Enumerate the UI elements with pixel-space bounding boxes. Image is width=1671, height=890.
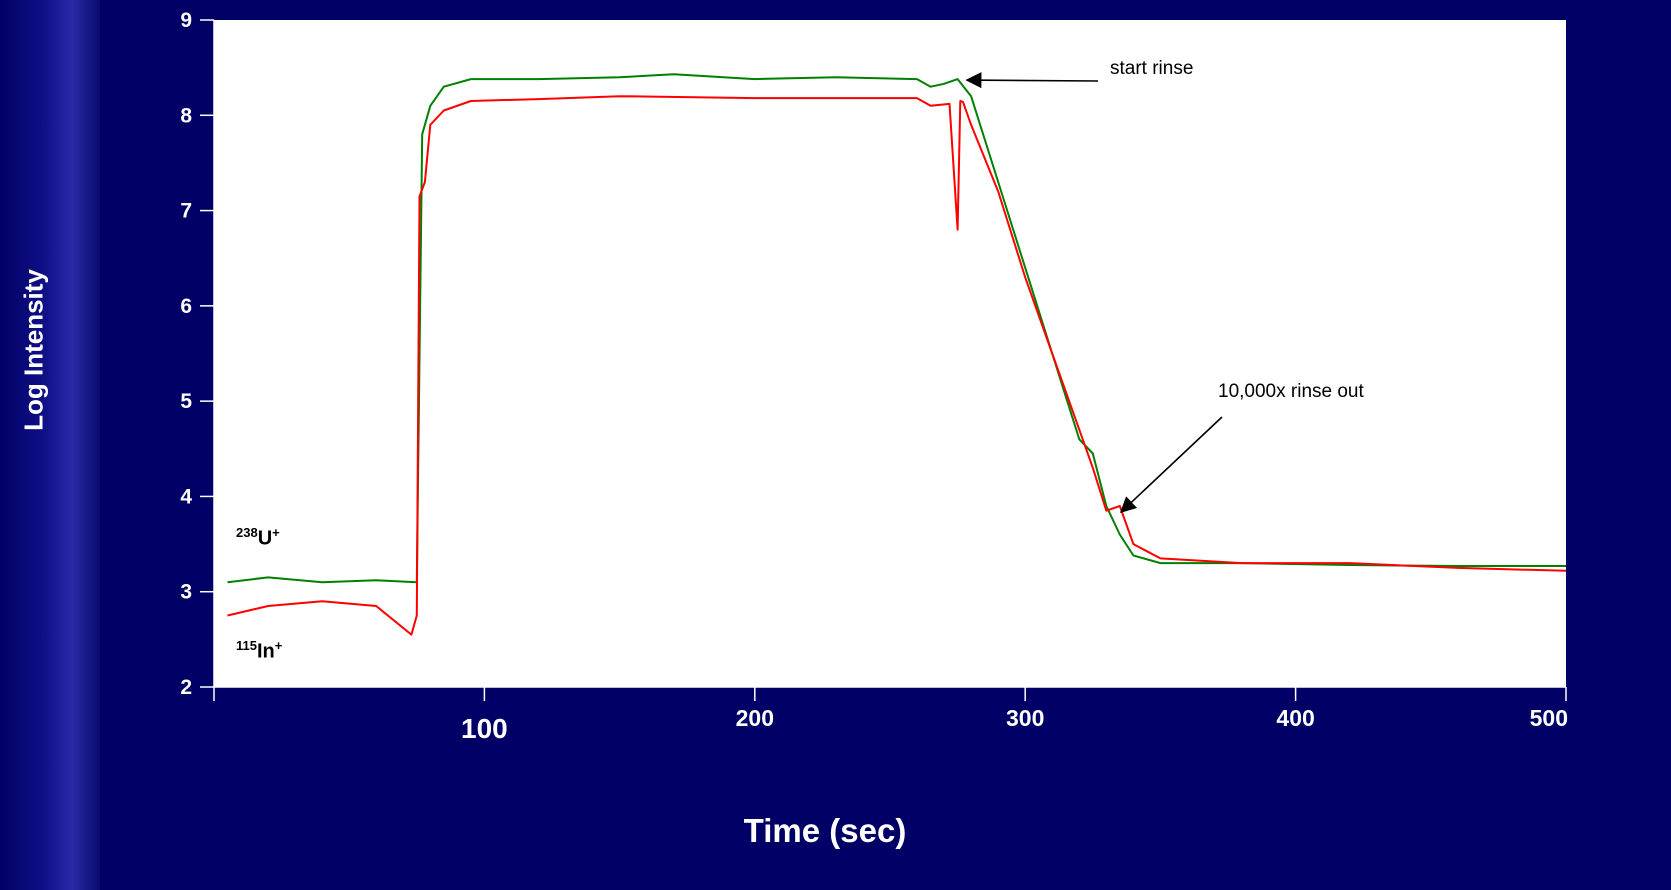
x-tick-label: 200 [736, 705, 774, 731]
y-tick-label: 4 [180, 485, 192, 508]
x-tick-label: 100 [461, 713, 508, 744]
x-tick-label: 400 [1276, 705, 1314, 731]
series-label-in115: 115In+ [236, 638, 282, 664]
series-label-in115-base: In [256, 640, 275, 663]
y-tick-label: 2 [180, 676, 192, 699]
y-tick-label: 8 [180, 104, 192, 127]
plot-area [214, 20, 1566, 687]
y-tick-label: 7 [180, 200, 192, 223]
side-gradient-band [0, 0, 100, 890]
series-label-u238-charge: + [272, 525, 280, 540]
series-line-u238 [227, 73, 1566, 584]
series-label-u238: 238U+ [236, 525, 280, 551]
y-tick-label: 6 [180, 295, 192, 318]
y-axis-label: Log Intensity [18, 269, 49, 431]
series-line-in115 [227, 95, 1567, 636]
annotation-arrow-rinse-out [1119, 416, 1223, 514]
x-tick-label: 500 [1530, 705, 1568, 731]
x-axis-label: Time (sec) [743, 812, 907, 849]
series-label-in115-isotope: 115 [236, 638, 257, 653]
y-tick-label: 5 [180, 390, 192, 413]
y-tick-label: 3 [180, 581, 192, 604]
series-label-u238-isotope: 238 [236, 525, 258, 540]
series-label-in115-charge: + [274, 638, 283, 653]
annotation-arrow-start-rinse [965, 72, 1099, 89]
annotation-start-rinse: start rinse [1110, 58, 1194, 79]
x-tick-label: 300 [1006, 705, 1044, 731]
series-label-u238-base: U [257, 527, 273, 550]
y-tick-label: 9 [180, 9, 192, 32]
annotation-rinse-out: 10,000x rinse out [1218, 381, 1364, 402]
